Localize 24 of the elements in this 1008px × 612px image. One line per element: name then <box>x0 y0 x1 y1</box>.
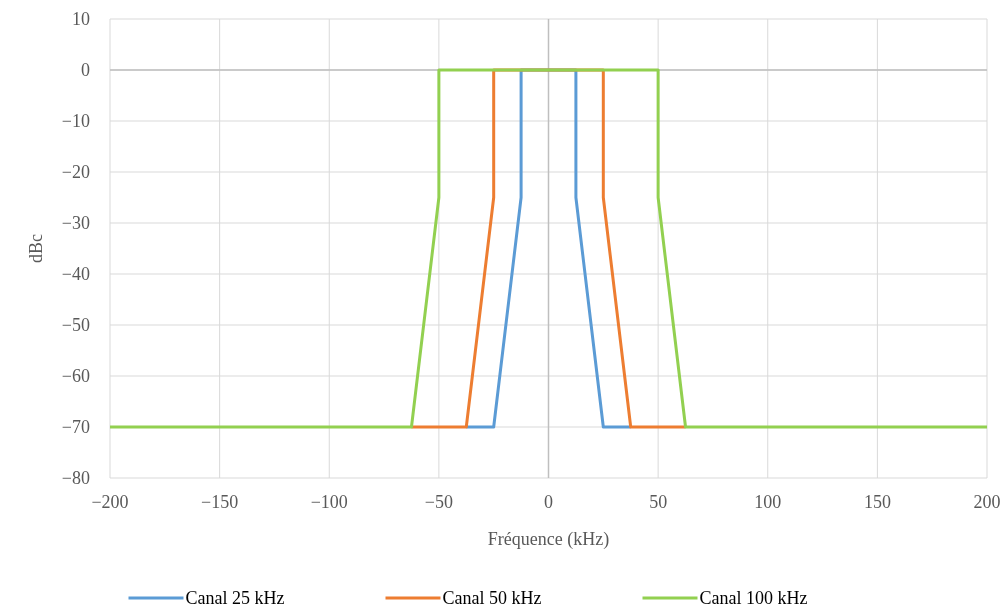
y-axis-title: dBc <box>26 233 46 263</box>
x-tick-label: 150 <box>863 492 891 512</box>
y-tick-label: −60 <box>61 366 90 386</box>
y-tick-label: −50 <box>61 315 90 335</box>
x-tick-label: −100 <box>310 492 348 512</box>
x-tick-label: 0 <box>544 492 553 512</box>
x-axis-title: Fréquence (kHz) <box>487 529 610 550</box>
x-tick-label: 50 <box>649 492 668 512</box>
legend-label: Canal 50 kHz <box>442 588 542 608</box>
y-tick-label: −10 <box>61 111 90 131</box>
y-tick-label: −80 <box>61 468 90 488</box>
legend-label: Canal 25 kHz <box>185 588 285 608</box>
y-tick-label: 10 <box>72 9 90 29</box>
y-tick-label: −20 <box>61 162 90 182</box>
y-tick-label: 0 <box>81 60 90 80</box>
y-tick-label: −40 <box>61 264 90 284</box>
x-tick-label: −50 <box>424 492 453 512</box>
y-tick-label: −70 <box>61 417 90 437</box>
x-tick-label: 200 <box>973 492 1001 512</box>
x-tick-label: −200 <box>91 492 129 512</box>
y-tick-label: −30 <box>61 213 90 233</box>
legend-label: Canal 100 kHz <box>699 588 808 608</box>
x-tick-label: 100 <box>754 492 782 512</box>
x-tick-label: −150 <box>201 492 239 512</box>
